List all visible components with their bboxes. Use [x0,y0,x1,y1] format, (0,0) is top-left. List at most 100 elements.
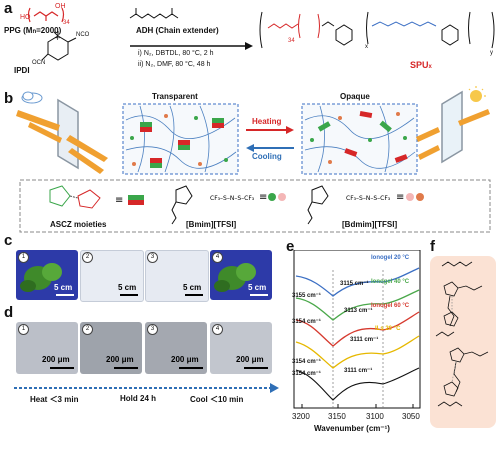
curve-ionogel-40 [295,289,420,321]
hard-segments-right [317,110,408,163]
scalebar-d3 [179,367,203,369]
scale-c1: 5 cm [54,283,73,292]
scale-d1: 200 μm [42,355,70,364]
peak-label-3: 3154 cm⁻¹ [292,319,321,325]
label-bdmim: [Bdmim][TFSI] [342,220,398,229]
x-axis-label: Wavenumber (cm⁻¹) [314,424,390,433]
scalebar-c3 [185,294,203,296]
x-tick-3200: 3200 [292,412,310,421]
ascz-symbol [128,195,144,205]
timeline-arrow [14,383,279,393]
num-c1: 1 [18,252,29,263]
scale-d2: 200 μm [106,355,134,364]
ppg-ho: HO [20,14,31,21]
panel-letter-a: a [4,0,13,17]
ppg-label: PPG (Mn=2000) [4,26,62,35]
peak-label-2: 3115 cm⁻¹ [340,281,369,287]
panel-letter-d: d [4,304,14,321]
scalebar-c2 [120,294,138,296]
peak-label-7: 3111 cm⁻¹ [344,368,373,374]
plot-frame [293,250,421,409]
photo-c4 [210,250,272,300]
scale-c2: 5 cm [118,283,137,292]
num-d4: 4 [212,324,223,335]
condition-2: ii) N₂, DMF, 80 °C, 48 h [138,61,211,68]
panel-f-box [430,256,496,428]
curve-ils-20 [295,335,420,369]
scalebar-c1 [56,294,74,296]
num-c4: 4 [212,252,223,263]
x-tick-3100: 3100 [366,412,384,421]
curve-ionogel-20 [295,267,420,297]
legend-box [19,179,491,233]
timeline-cool: Cool ＜10 min [190,395,244,404]
svg-text:CF₃–S–N–S–CF₃: CF₃–S–N–S–CF₃ [346,195,391,202]
spu-sub-y: y [490,50,493,56]
bdmim-structure [307,185,329,225]
ascz-structure [49,185,101,209]
scale-c3: 5 cm [183,283,202,292]
condition-1: i) N₂, DBTDL, 80 °C, 2 h [138,50,214,57]
num-d2: 2 [82,324,93,335]
label-cooling: Cooling [252,152,282,161]
scale-d4: 200 μm [236,355,264,364]
ppg-oh: OH [55,3,66,10]
panel-letter-b: b [4,90,14,107]
label-opaque: Opaque [340,92,370,101]
label-ascz: ASCZ moieties [50,220,107,229]
ipdi-structure [41,31,77,61]
num-d1: 1 [18,324,29,335]
scalebar-d1 [50,367,74,369]
ipdi-ocn: OCN [32,60,46,66]
legend-ionogel-40: Ionogel 40 °C [371,279,410,285]
sun-icon [468,86,486,102]
hard-segments-left [140,118,224,168]
label-transparent: Transparent [152,92,198,101]
window-opaque [441,90,463,164]
x-tick-3150: 3150 [328,412,346,421]
legend-ils-20: ILs 20 °C [375,326,401,332]
plant-icon-2 [214,263,256,292]
panel-a-scheme [27,7,495,61]
light-arrows-left [16,110,108,174]
svg-text:≡: ≡ [115,195,123,206]
spu-structure [259,11,495,49]
spu-sub-34: 34 [288,38,295,44]
svg-text:CF₃–S–N–S–CF₃: CF₃–S–N–S–CF₃ [210,195,255,202]
scalebar-d2 [114,367,138,369]
scale-d3: 200 μm [171,355,199,364]
bmim-structure [171,185,193,225]
peak-label-8: 3154 cm⁻¹ [292,371,321,377]
legend-ionogel-20: Ionogel 20 °C [371,255,410,261]
scalebar-d4 [244,367,268,369]
curve-ionogel-60 [295,311,420,347]
svg-text:≡: ≡ [259,192,267,203]
panel-letter-f: f [430,238,435,255]
num-d3: 3 [147,324,158,335]
svg-text:≡: ≡ [396,192,404,203]
label-bmim: [Bmim][TFSI] [186,220,237,229]
curve-extra [295,367,420,401]
ppg-structure [27,7,65,23]
x-tick-3050: 3050 [402,412,420,421]
light-arrows-right [416,109,490,160]
timeline-heat: Heat ＜3 min [30,395,79,404]
plus-sign: + [55,33,61,43]
adh-label: ADH (Chain extender) [136,26,219,35]
peak-label-5: 3111 cm⁻¹ [350,337,379,343]
num-c3: 3 [147,252,158,263]
num-c2: 2 [82,252,93,263]
cloud-icon [21,91,43,104]
spu-sub-x: x [365,44,368,50]
panel-b-graphic: ≡ CF₃–S–N–S–CF₃ ≡ CF₃–S–N–S–CF₃ ≡ [16,86,491,233]
ppg-repeat: 34 [63,20,70,26]
ipdi-nco: NCO [76,32,90,38]
timeline-hold: Hold 24 h [120,394,157,403]
spu-label: SPUx [410,60,432,70]
network-transparent-box [122,103,239,175]
peak-label-6: 3154 cm⁻¹ [292,359,321,365]
peak-label-4: 3113 cm⁻¹ [344,308,373,314]
panel-letter-c: c [4,232,13,249]
peak-label-1: 3155 cm⁻¹ [292,293,321,299]
label-heating: Heating [252,117,282,126]
